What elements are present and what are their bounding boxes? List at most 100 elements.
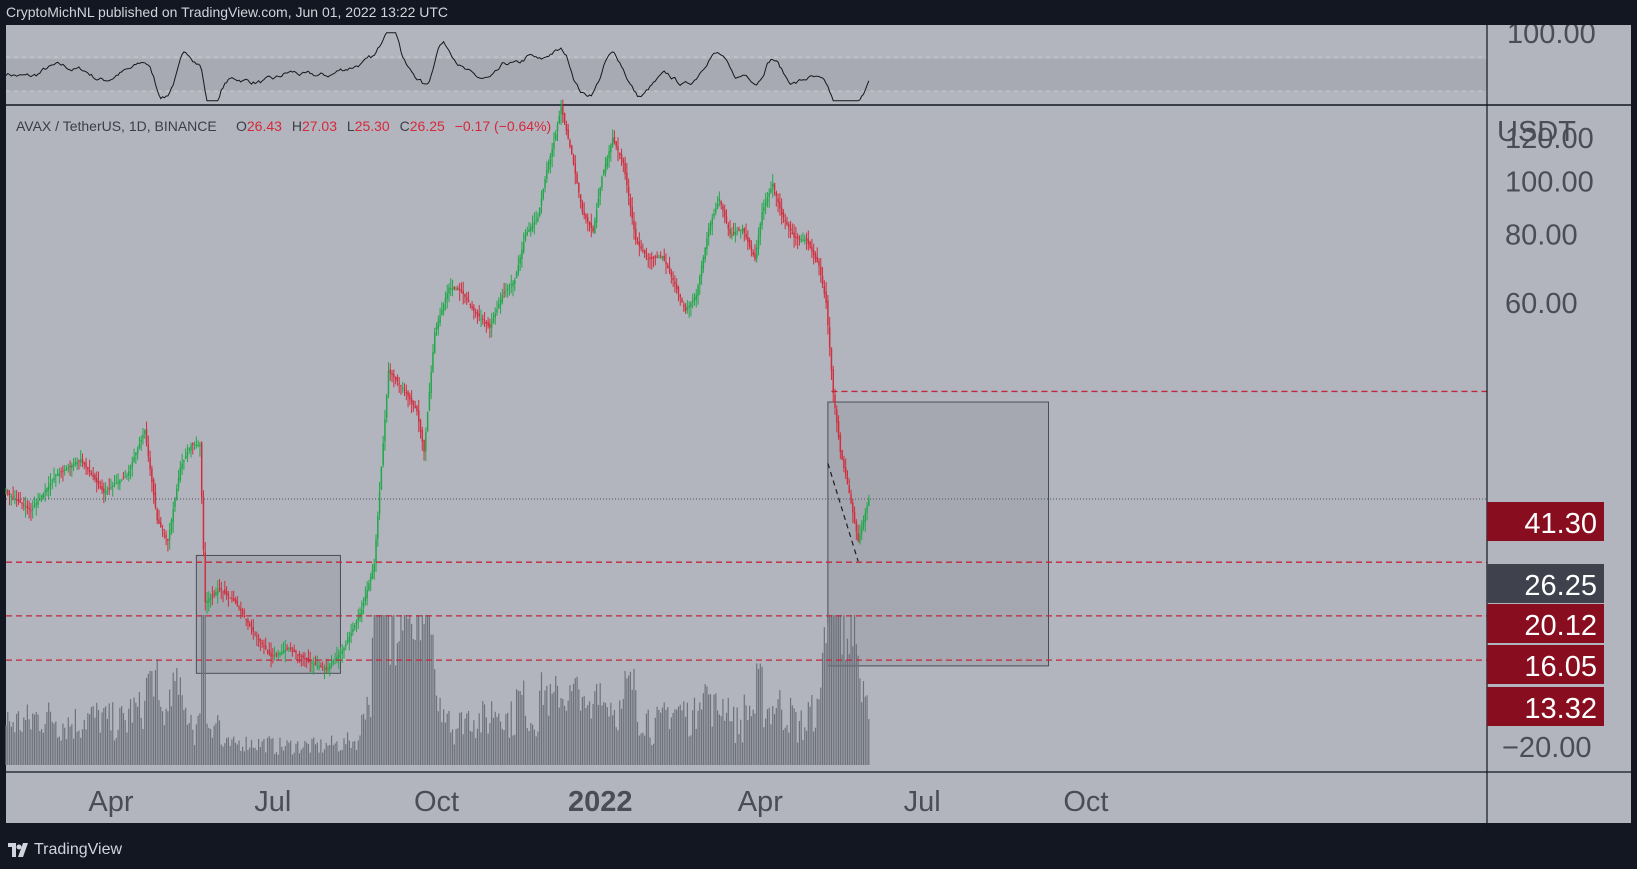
candle-body [163,533,166,535]
candle-body [325,667,327,670]
candle-body [222,591,224,593]
candle-body [686,308,689,311]
volume-bar [688,736,690,765]
candle-body [802,239,804,241]
volume-bar [213,725,215,765]
candle-body [773,183,776,190]
candle-body [254,633,256,635]
volume-bar [425,615,427,765]
candle-body [839,435,842,453]
volume-bar [459,712,461,765]
volume-bar [727,697,729,765]
time-tick-label: Jul [254,786,291,818]
volume-bar [868,719,870,765]
volume-bar [530,723,532,765]
volume-bar [765,718,767,765]
candle-body [825,291,827,303]
candle-body [627,186,630,197]
candle-body [250,627,253,629]
volume-bars [5,615,870,765]
volume-bar [195,724,197,765]
candle-body [286,647,288,650]
volume-bar [153,696,155,765]
candle-body [617,146,619,151]
candle-body [304,658,306,660]
candle-body [455,289,457,291]
candle-body [782,212,785,218]
volume-bar [821,652,824,765]
volume-bar [652,743,655,765]
volume-bar [346,732,349,765]
volume-bar [268,736,270,765]
candle-body [651,256,653,259]
volume-bar [140,717,142,765]
volume-bar [576,676,578,765]
candle-body [844,467,847,476]
candle-body [483,321,486,323]
candle-body [645,255,648,257]
price-chart[interactable]: AVAX / TetherUS, 1D, BINANCE O26.43 H27.… [0,25,1637,832]
volume-bar [343,738,345,765]
volume-bar [660,712,662,765]
candle-body [410,398,413,403]
candle-body [202,496,205,550]
level-lines [6,390,1487,661]
volume-bar [816,698,818,765]
candle-body [855,521,858,532]
volume-bar [37,714,39,765]
tradingview-logo-icon[interactable] [8,841,30,859]
volume-bar [236,744,238,765]
volume-bar [414,639,416,765]
candle-body [624,162,626,175]
volume-bar [709,694,712,765]
candle-body [674,281,676,285]
volume-bar [407,618,409,765]
candle-body [266,651,269,653]
candle-body [608,151,610,159]
volume-bar [807,702,809,765]
volume-bar [165,708,167,765]
volume-bar [693,697,696,765]
candle-body [24,506,27,508]
candle-body [677,287,680,294]
candle-body [272,655,274,657]
volume-bar [745,705,747,765]
candle-body [755,247,758,259]
candle-body [291,650,294,652]
volume-bar [866,695,868,765]
price-tick-label: 120.00 [1505,123,1594,155]
volume-bar [651,745,653,765]
candle-body [716,203,719,209]
candle-body [364,596,367,602]
volume-bar [35,712,37,765]
volume-bar [188,723,190,765]
candle-body [104,491,107,495]
volume-bar [382,615,384,765]
volume-bar [782,730,785,765]
volume-bar [434,669,436,765]
volume-bar [556,685,559,765]
candle-body [788,224,790,228]
volume-bar [7,712,9,765]
volume-bar [798,720,801,765]
candle-body [739,229,742,231]
candle-body [186,452,189,457]
candle-body [378,491,381,514]
candle-body [51,480,54,482]
volume-bar [384,615,386,765]
volume-bar [281,746,283,765]
candle-body [74,462,77,464]
volume-bar [661,707,664,765]
volume-bar [85,729,87,765]
price-label-box [1487,502,1604,541]
volume-bar [233,736,235,765]
volume-bar [761,666,763,765]
footer-brand[interactable]: TradingView [34,841,123,858]
candle-body [172,509,174,523]
candle-body [690,302,692,307]
candle-body [90,472,93,475]
candle-body [535,219,537,222]
candle-body [124,476,126,478]
volume-bar [501,728,503,765]
candle-body [122,477,125,479]
